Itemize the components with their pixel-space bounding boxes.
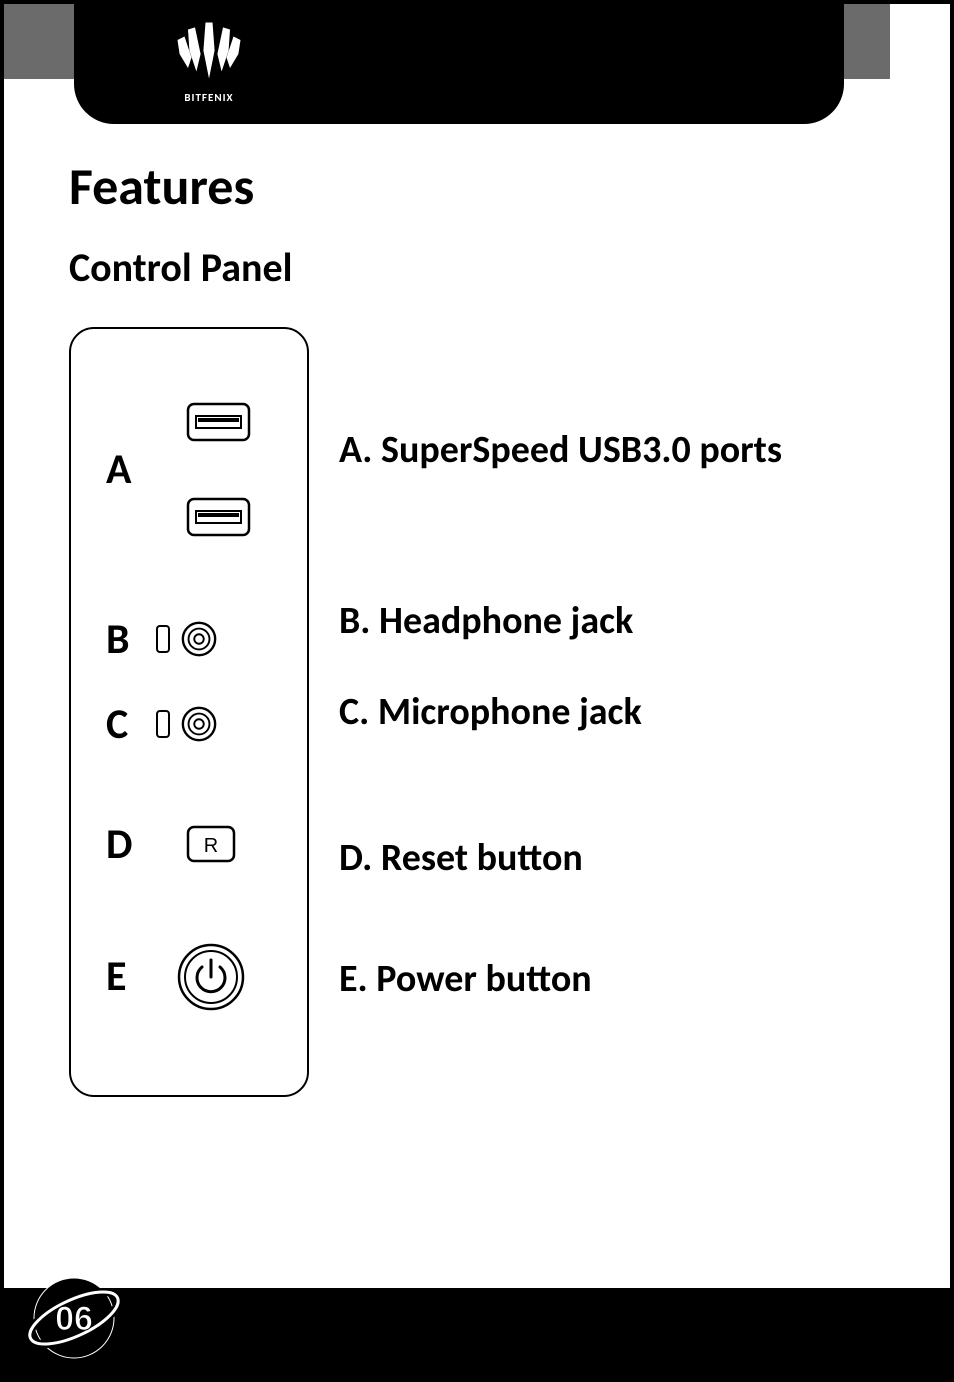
page-number-badge: 06 [24, 1268, 124, 1368]
page-title: Features [69, 154, 889, 218]
headphone-jack-icon [180, 620, 218, 658]
reset-button-icon: R [186, 825, 236, 863]
section-subtitle: Control Panel [69, 243, 889, 292]
microphone-jack-icon [180, 705, 218, 743]
usb-port-icon [186, 402, 251, 442]
legend-item-b: B. Headphone jack [339, 598, 782, 644]
power-button-icon [176, 942, 246, 1012]
row-headphone: B [106, 614, 286, 664]
label-a: A [106, 444, 156, 495]
label-c: C [106, 699, 156, 750]
svg-text:06: 06 [55, 1300, 93, 1338]
legend-item-a: A. SuperSpeed USB3.0 ports [339, 427, 782, 473]
headphone-group [156, 620, 218, 658]
header-black-bar: BITFENIX [74, 4, 844, 124]
label-d: D [106, 819, 156, 870]
label-e: E [106, 951, 156, 1002]
led-indicator-icon [156, 710, 170, 738]
legend-item-d: D. Reset button [339, 835, 782, 881]
main-layout: A B [69, 327, 889, 1097]
legend-item-c: C. Microphone jack [339, 689, 782, 735]
row-reset: D R [106, 819, 286, 869]
footer-bar [4, 1288, 950, 1378]
microphone-group [156, 705, 218, 743]
usb-ports-group [186, 402, 251, 537]
content-area: Features Control Panel A [69, 154, 889, 1097]
legend-item-e: E. Power button [339, 956, 782, 1002]
label-b: B [106, 614, 156, 665]
legend-list: A. SuperSpeed USB3.0 ports B. Headphone … [339, 327, 782, 1097]
logo-container: BITFENIX [164, 19, 254, 114]
svg-text:R: R [204, 835, 218, 857]
row-usb-ports: A [106, 389, 286, 549]
brand-name: BITFENIX [184, 91, 233, 104]
row-power: E [106, 939, 286, 1014]
header-right-white [890, 4, 950, 79]
usb-port-icon [186, 497, 251, 537]
row-microphone: C [106, 699, 286, 749]
led-indicator-icon [156, 625, 170, 653]
brand-logo-icon [174, 19, 244, 89]
control-panel-diagram: A B [69, 327, 309, 1097]
